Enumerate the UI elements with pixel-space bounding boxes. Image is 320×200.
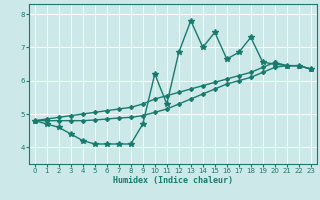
X-axis label: Humidex (Indice chaleur): Humidex (Indice chaleur) bbox=[113, 176, 233, 185]
